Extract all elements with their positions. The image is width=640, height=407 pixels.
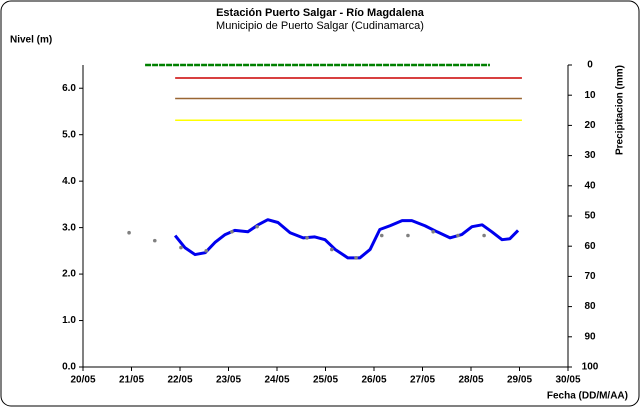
y-tick-label: 6.0 <box>62 83 76 94</box>
observation-point <box>456 233 460 238</box>
observation-point <box>255 224 259 229</box>
y2-tick-label: 50 <box>584 211 596 222</box>
x-tick-label: 23/05 <box>216 375 241 386</box>
observation-point <box>305 236 309 240</box>
observation-point <box>330 247 334 252</box>
level-line <box>173 218 520 260</box>
y2-tick-label: 20 <box>584 120 596 131</box>
y-axis-label: Nivel (m) <box>10 35 52 46</box>
x-tick-label: 30/05 <box>555 375 580 386</box>
observation-point <box>179 245 183 250</box>
observation-point <box>406 233 410 238</box>
observation-point <box>230 229 234 234</box>
x-tick-label: 20/05 <box>70 375 95 386</box>
y2-tick-label: 30 <box>584 150 596 161</box>
y-tick-label: 2.0 <box>62 269 76 280</box>
x-tick-label: 26/05 <box>361 375 386 386</box>
chart-title: Estación Puerto Salgar - Río Magdalena <box>216 7 425 19</box>
y-tick-label: 1.0 <box>62 315 76 326</box>
y-tick-label: 0.0 <box>62 362 76 373</box>
y2-tick-label: 0 <box>587 60 593 71</box>
observation-point <box>152 238 157 243</box>
observation-point <box>482 233 486 238</box>
x-tick-label: 28/05 <box>458 375 483 386</box>
y2-tick-label: 80 <box>584 301 596 312</box>
y-tick-label: 3.0 <box>62 222 76 233</box>
observation-point <box>354 256 358 260</box>
x-tick-label: 29/05 <box>507 375 532 386</box>
y2-tick-label: 10 <box>584 90 596 101</box>
y2-tick-label: 70 <box>584 271 596 282</box>
observation-point <box>204 249 208 253</box>
x-tick-label: 25/05 <box>313 375 338 386</box>
y2-tick-label: 40 <box>584 180 596 191</box>
y-tick-label: 4.0 <box>62 176 76 187</box>
x-tick-label: 21/05 <box>119 375 144 386</box>
observation-point <box>431 229 435 234</box>
chart-subtitle: Municipio de Puerto Salgar (Cudinamarca) <box>216 20 424 32</box>
y2-tick-label: 100 <box>582 362 599 373</box>
x-tick-label: 24/05 <box>264 375 289 386</box>
y2-tick-label: 60 <box>584 241 596 252</box>
x-tick-label: 27/05 <box>410 375 435 386</box>
y2-tick-label: 90 <box>584 331 596 342</box>
observation-point <box>379 233 384 238</box>
y-tick-label: 5.0 <box>62 129 76 140</box>
x-tick-label: 22/05 <box>167 375 192 386</box>
observation-point <box>127 230 131 235</box>
x-axis-label: Fecha (DD/M/AA) <box>547 391 628 402</box>
y2-axis-label: Precipitacion (mm) <box>615 65 626 155</box>
